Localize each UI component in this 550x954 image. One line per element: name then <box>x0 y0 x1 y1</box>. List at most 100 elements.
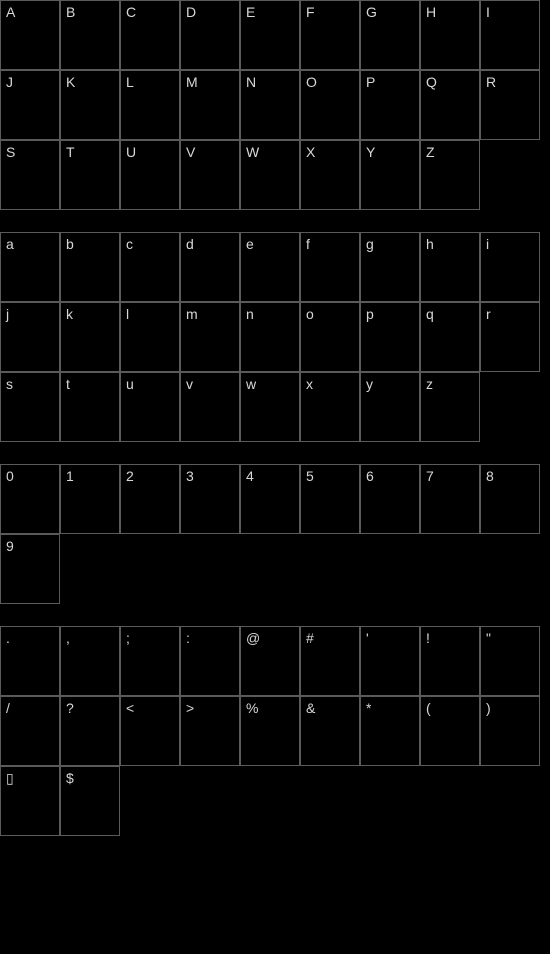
glyph-cell: S <box>0 140 60 210</box>
glyph-cell: h <box>420 232 480 302</box>
glyph-cell: Z <box>420 140 480 210</box>
section-lowercase: abcdefghijklmnopqrstuvwxyz <box>0 232 540 442</box>
cell-empty <box>120 534 180 604</box>
cell-empty <box>240 534 300 604</box>
glyph-cell: q <box>420 302 480 372</box>
cell-empty <box>480 766 540 836</box>
glyph-cell: D <box>180 0 240 70</box>
cell-empty <box>480 534 540 604</box>
glyph-cell: ' <box>360 626 420 696</box>
glyph-cell: x <box>300 372 360 442</box>
cell-empty <box>240 766 300 836</box>
cell-empty <box>360 534 420 604</box>
section-uppercase: ABCDEFGHIJKLMNOPQRSTUVWXYZ <box>0 0 540 210</box>
glyph-cell: : <box>180 626 240 696</box>
glyph-cell: b <box>60 232 120 302</box>
glyph-cell: N <box>240 70 300 140</box>
glyph-cell: Y <box>360 140 420 210</box>
glyph-cell: ▯ <box>0 766 60 836</box>
glyph-cell: 3 <box>180 464 240 534</box>
glyph-cell: n <box>240 302 300 372</box>
glyph-cell: z <box>420 372 480 442</box>
cell-empty <box>480 140 540 210</box>
glyph-cell: E <box>240 0 300 70</box>
glyph-cell: B <box>60 0 120 70</box>
glyph-cell: W <box>240 140 300 210</box>
glyph-cell: i <box>480 232 540 302</box>
glyph-cell: ( <box>420 696 480 766</box>
glyph-cell: % <box>240 696 300 766</box>
cell-empty <box>180 766 240 836</box>
glyph-cell: 9 <box>0 534 60 604</box>
glyph-cell: a <box>0 232 60 302</box>
cell-empty <box>300 766 360 836</box>
glyph-cell: j <box>0 302 60 372</box>
glyph-cell: V <box>180 140 240 210</box>
glyph-cell: ? <box>60 696 120 766</box>
glyph-cell: ! <box>420 626 480 696</box>
glyph-cell: K <box>60 70 120 140</box>
glyph-cell: / <box>0 696 60 766</box>
glyph-cell: H <box>420 0 480 70</box>
glyph-cell: r <box>480 302 540 372</box>
glyph-cell: I <box>480 0 540 70</box>
glyph-cell: 7 <box>420 464 480 534</box>
glyph-cell: 5 <box>300 464 360 534</box>
glyph-cell: A <box>0 0 60 70</box>
cell-empty <box>360 766 420 836</box>
glyph-cell: w <box>240 372 300 442</box>
glyph-cell: # <box>300 626 360 696</box>
glyph-cell: p <box>360 302 420 372</box>
glyph-cell: M <box>180 70 240 140</box>
glyph-cell: P <box>360 70 420 140</box>
glyph-cell: s <box>0 372 60 442</box>
glyph-cell: k <box>60 302 120 372</box>
cell-empty <box>120 766 180 836</box>
section-symbols: .,;:@#'!"/?<>%&*()▯$ <box>0 626 540 836</box>
glyph-cell: . <box>0 626 60 696</box>
glyph-cell: e <box>240 232 300 302</box>
glyph-cell: $ <box>60 766 120 836</box>
glyph-cell: T <box>60 140 120 210</box>
glyph-cell: , <box>60 626 120 696</box>
cell-empty <box>420 766 480 836</box>
cell-empty <box>60 534 120 604</box>
glyph-cell: ; <box>120 626 180 696</box>
cell-empty <box>180 534 240 604</box>
glyph-cell: v <box>180 372 240 442</box>
glyph-cell: t <box>60 372 120 442</box>
glyph-cell: d <box>180 232 240 302</box>
glyph-cell: 0 <box>0 464 60 534</box>
glyph-cell: U <box>120 140 180 210</box>
cell-empty <box>300 534 360 604</box>
glyph-cell: G <box>360 0 420 70</box>
glyph-cell: y <box>360 372 420 442</box>
glyph-cell: Q <box>420 70 480 140</box>
glyph-cell: > <box>180 696 240 766</box>
glyph-cell: 6 <box>360 464 420 534</box>
glyph-cell: f <box>300 232 360 302</box>
section-digits: 0123456789 <box>0 464 540 604</box>
glyph-cell: O <box>300 70 360 140</box>
glyph-cell: ) <box>480 696 540 766</box>
glyph-cell: c <box>120 232 180 302</box>
glyph-cell: R <box>480 70 540 140</box>
glyph-cell: 8 <box>480 464 540 534</box>
glyph-cell: F <box>300 0 360 70</box>
glyph-charmap: ABCDEFGHIJKLMNOPQRSTUVWXYZabcdefghijklmn… <box>0 0 550 836</box>
glyph-cell: & <box>300 696 360 766</box>
glyph-cell: L <box>120 70 180 140</box>
glyph-cell: o <box>300 302 360 372</box>
cell-empty <box>420 534 480 604</box>
glyph-cell: C <box>120 0 180 70</box>
glyph-cell: u <box>120 372 180 442</box>
cell-empty <box>480 372 540 442</box>
glyph-cell: l <box>120 302 180 372</box>
glyph-cell: g <box>360 232 420 302</box>
glyph-cell: J <box>0 70 60 140</box>
glyph-cell: @ <box>240 626 300 696</box>
glyph-cell: 1 <box>60 464 120 534</box>
glyph-cell: 2 <box>120 464 180 534</box>
glyph-cell: " <box>480 626 540 696</box>
glyph-cell: * <box>360 696 420 766</box>
